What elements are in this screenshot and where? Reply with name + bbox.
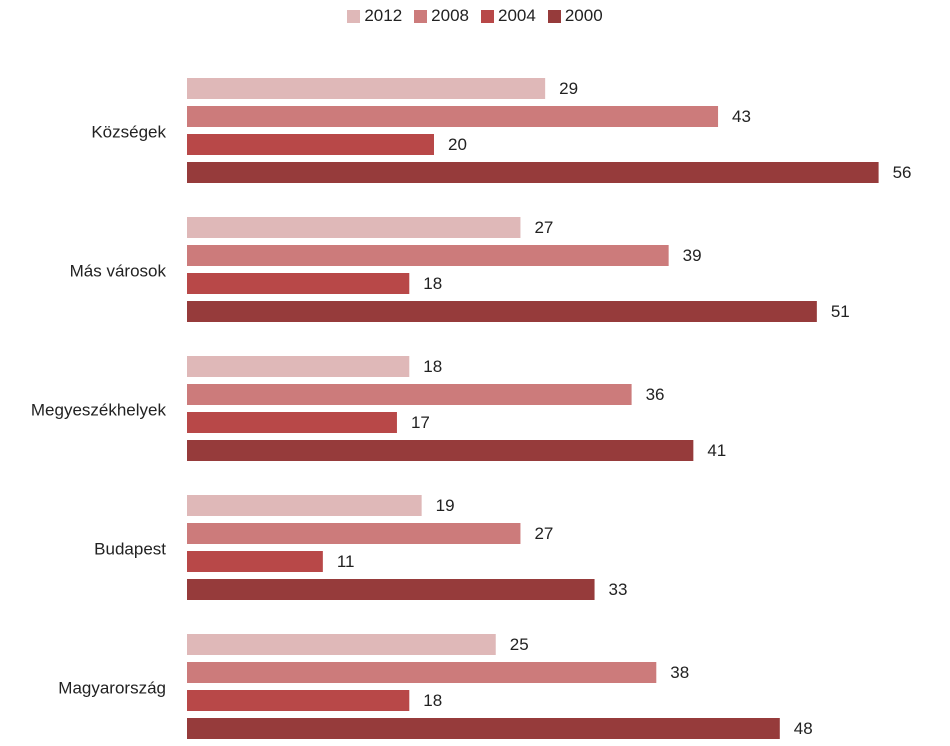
- legend-item-2000: 2000: [547, 6, 603, 26]
- category-label: Községek: [91, 122, 166, 141]
- data-label: 39: [683, 246, 702, 265]
- bar-2004-cat-3: [187, 551, 323, 572]
- bar-2008-cat-1: [187, 245, 669, 266]
- data-label: 18: [423, 357, 442, 376]
- bar-2008-cat-4: [187, 662, 657, 683]
- legend-item-2012: 2012: [347, 6, 402, 26]
- data-label: 33: [609, 580, 628, 599]
- data-label: 20: [448, 135, 467, 154]
- bar-2012-cat-4: [187, 634, 496, 655]
- data-label: 18: [423, 691, 442, 710]
- bar-2004-cat-4: [187, 690, 410, 711]
- legend-label-2008: 2008: [431, 6, 469, 25]
- bar-2000-cat-0: [187, 162, 879, 183]
- bar-2004-cat-0: [187, 134, 434, 155]
- bar-2000-cat-3: [187, 579, 595, 600]
- data-label: 48: [794, 719, 813, 738]
- legend-label-2000: 2000: [564, 6, 603, 25]
- bar-2004-cat-1: [187, 273, 410, 294]
- legend-item-2008: 2008: [414, 6, 469, 26]
- legend-item-2004: 2004: [481, 6, 536, 26]
- bar-2000-cat-4: [187, 718, 780, 739]
- legend-label-2012: 2012: [364, 6, 403, 25]
- data-label: 17: [411, 413, 430, 432]
- bar-2012-cat-1: [187, 217, 521, 238]
- category-label: Budapest: [94, 539, 166, 558]
- legend-swatch-2008: [414, 9, 428, 23]
- data-label: 27: [534, 524, 553, 543]
- legend-swatch-2000: [547, 9, 561, 23]
- bar-2012-cat-2: [187, 356, 410, 377]
- data-label: 29: [559, 79, 578, 98]
- data-label: 36: [646, 385, 665, 404]
- bar-2012-cat-3: [187, 495, 422, 516]
- legend: 2012 2008 2004 2000: [0, 6, 950, 26]
- category-label: Megyeszékhelyek: [31, 400, 167, 419]
- data-label: 56: [893, 163, 912, 182]
- bar-2008-cat-3: [187, 523, 521, 544]
- bar-2004-cat-2: [187, 412, 397, 433]
- legend-swatch-2004: [481, 9, 494, 23]
- data-label: 11: [337, 552, 355, 571]
- data-label: 38: [670, 663, 689, 682]
- category-label: Más városok: [70, 261, 167, 280]
- bar-2012-cat-0: [187, 78, 546, 99]
- legend-label-2004: 2004: [498, 6, 536, 25]
- bar-2000-cat-1: [187, 301, 817, 322]
- data-label: 27: [534, 218, 553, 237]
- bar-2008-cat-2: [187, 384, 632, 405]
- data-label: 51: [831, 302, 850, 321]
- data-label: 25: [510, 635, 529, 654]
- legend-swatch-2012: [347, 9, 361, 23]
- data-label: 43: [732, 107, 751, 126]
- data-label: 18: [423, 274, 442, 293]
- data-label: 41: [707, 441, 726, 460]
- category-label: Magyarország: [58, 678, 166, 697]
- bar-2008-cat-0: [187, 106, 719, 127]
- data-label: 19: [436, 496, 455, 515]
- bar-2000-cat-2: [187, 440, 694, 461]
